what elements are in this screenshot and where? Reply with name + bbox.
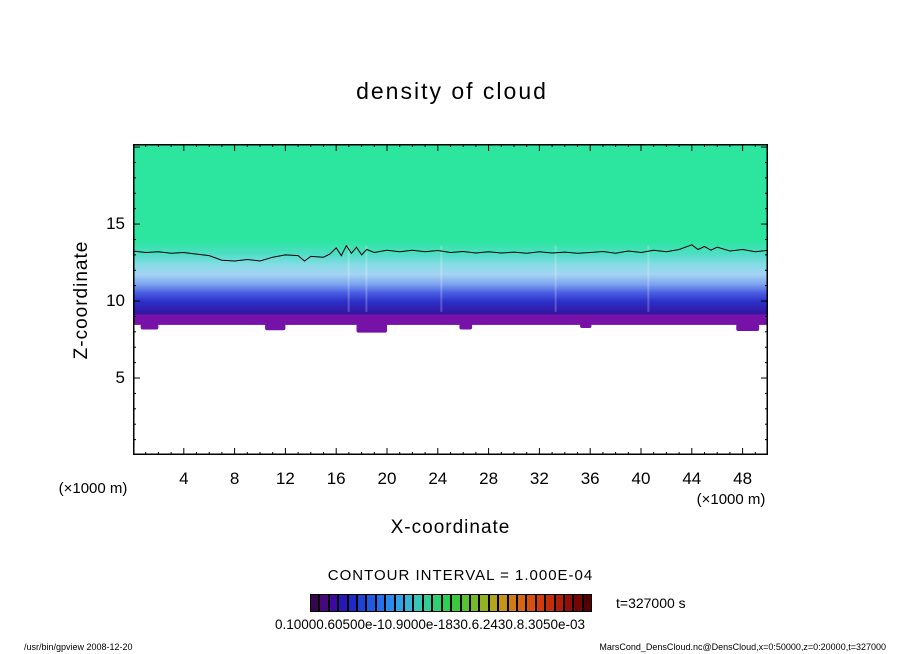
x-tick-label: 32 (529, 469, 549, 488)
colorbar-cell (564, 595, 573, 611)
colorbar-cell (452, 595, 460, 611)
x-axis-label: X-coordinate (390, 517, 511, 538)
z-tick-label: 5 (115, 368, 125, 388)
footer-command-text: /usr/bin/gpview 2008-12-20 (24, 642, 133, 652)
colorbar-cell (489, 595, 498, 611)
colorbar-cell (555, 595, 563, 611)
z-tick-label: 10 (106, 291, 125, 311)
density-field-plot (133, 144, 768, 455)
x-axis-unit-left: (×1000 m) (58, 480, 128, 497)
contour-interval-note: CONTOUR INTERVAL = 1.000E-04 (327, 567, 594, 584)
x-tick-label: 16 (326, 469, 346, 488)
colorbar-cell (367, 595, 375, 611)
footer-source-text: MarsCond_DensCloud.nc@DensCloud,x=0:5000… (599, 642, 886, 652)
colorbar-cell (546, 595, 554, 611)
colorbar-cell (508, 595, 516, 611)
colorbar-cell (320, 595, 328, 611)
x-tick-label: 8 (229, 469, 240, 488)
plot-area (133, 144, 768, 455)
colorbar-cell (395, 595, 404, 611)
x-tick-label: 4 (179, 469, 189, 488)
colorbar-cell (461, 595, 469, 611)
colorbar-cell (386, 595, 394, 611)
colorbar-cell (574, 595, 582, 611)
colorbar-cell (423, 595, 432, 611)
colorbar-cell (536, 595, 545, 611)
x-tick-label: 36 (580, 469, 600, 488)
colorbar-cell (329, 595, 338, 611)
z-tick-label: 15 (106, 214, 125, 234)
colorbar-cell (442, 595, 451, 611)
colorbar-cell (480, 595, 488, 611)
x-tick-label: 28 (479, 469, 499, 488)
x-tick-label: 24 (428, 469, 448, 488)
x-tick-label: 40 (631, 469, 651, 488)
colorbar-cell (583, 595, 592, 611)
colorbar-cell (358, 595, 366, 611)
x-axis-unit-right: (×1000 m) (696, 491, 766, 508)
colorbar-cell (517, 595, 526, 611)
x-tick-label: 44 (682, 469, 702, 488)
colorbar-tick-labels: 0.10000.60500e-10.9000e-1830.6.2430.8.30… (274, 617, 586, 632)
colorbar-cell (348, 595, 357, 611)
chart-title: density of cloud (356, 78, 548, 104)
colorbar-cell (527, 595, 535, 611)
colorbar-cell (470, 595, 479, 611)
x-tick-label: 20 (377, 469, 397, 488)
colorbar-cell (376, 595, 385, 611)
x-tick-label: 12 (275, 469, 295, 488)
colorbar-cell (405, 595, 413, 611)
colorbar (310, 594, 592, 612)
colorbar-cell (339, 595, 347, 611)
x-tick-label: 48 (733, 469, 753, 488)
colorbar-cell (433, 595, 441, 611)
colorbar-cell (414, 595, 422, 611)
time-label: t=327000 s (616, 595, 686, 611)
colorbar-cell (311, 595, 319, 611)
colorbar-cell (499, 595, 507, 611)
